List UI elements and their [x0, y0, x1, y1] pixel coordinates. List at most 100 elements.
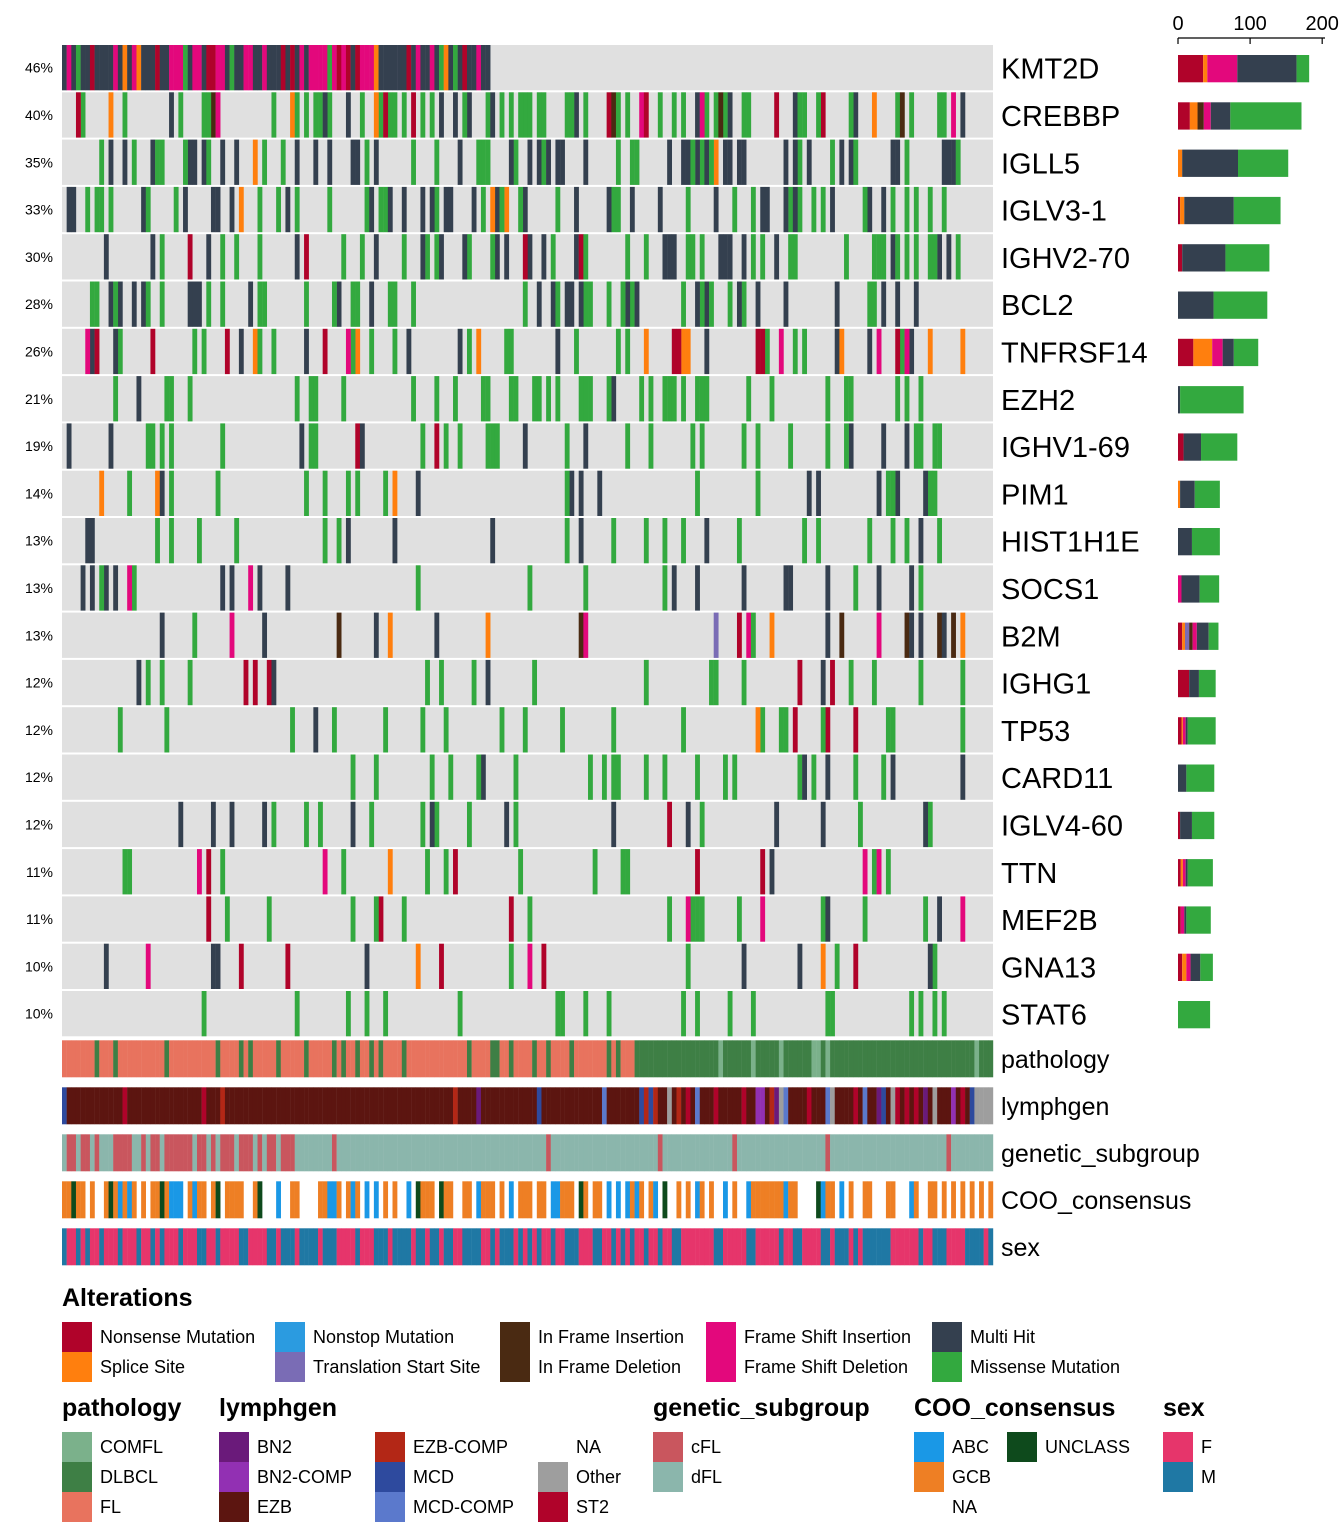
count-bar-segment — [1181, 575, 1200, 603]
mutation-cell — [527, 896, 533, 942]
annotation-cell — [206, 1040, 212, 1078]
mutation-cell — [713, 92, 719, 138]
annotation-cell — [173, 1040, 179, 1078]
mutation-cell — [169, 92, 174, 138]
annotation-cell — [229, 1040, 235, 1078]
mutation-cell — [532, 659, 538, 706]
mutation-cell — [304, 470, 309, 516]
annotation-cell — [848, 1228, 854, 1266]
mutation-cell — [66, 45, 72, 91]
annotation-cell — [802, 1087, 807, 1125]
mutation-cell — [434, 376, 440, 422]
count-bar-segment — [1237, 55, 1297, 83]
annotation-cell — [192, 1228, 198, 1266]
mutation-cell — [648, 376, 654, 422]
annotation-cell — [122, 1181, 128, 1219]
mutation-cell — [718, 92, 724, 138]
legend-swatch — [1007, 1432, 1037, 1462]
annotation-cell — [578, 1228, 584, 1266]
annotation-cell — [629, 1228, 635, 1266]
legend-label: NA — [952, 1496, 978, 1517]
annotation-cell — [150, 1134, 156, 1172]
annotation-cell — [927, 1228, 933, 1266]
annotation-cell — [457, 1228, 463, 1266]
mutation-cell — [210, 943, 216, 989]
mutation-cell — [555, 281, 561, 327]
annotation-cell — [494, 1087, 500, 1125]
annotation-cell — [108, 1040, 114, 1078]
mutation-cell — [485, 92, 491, 138]
count-bar-segment — [1193, 338, 1213, 367]
annotation-cell — [62, 1228, 67, 1266]
annotation-cell — [858, 1228, 863, 1266]
mutation-cell — [304, 45, 309, 91]
annotation-cell — [131, 1134, 137, 1172]
annotation-cell — [983, 1040, 989, 1078]
annotation-cell — [657, 1087, 663, 1125]
annotation-cell — [951, 1087, 956, 1125]
annotation-cell — [304, 1087, 309, 1125]
mutation-cell — [294, 45, 300, 91]
annotation-cell — [667, 1228, 673, 1266]
legend-label: BN2-COMP — [257, 1466, 353, 1487]
annotation-cell — [383, 1087, 389, 1125]
annotation-cell — [643, 1040, 649, 1078]
mutation-cell — [271, 659, 277, 706]
annotation-cell — [490, 1087, 496, 1125]
annotation-cell — [709, 1040, 714, 1078]
annotation-cell — [983, 1228, 989, 1266]
mutation-cell — [508, 943, 514, 989]
mutation-cell — [178, 801, 184, 848]
mutation-cell — [755, 423, 761, 469]
mutation-cell — [164, 707, 170, 753]
mutation-cell — [420, 707, 426, 753]
mutation-cell — [117, 707, 123, 753]
annotation-cell — [439, 1087, 444, 1125]
mutation-cell — [685, 943, 691, 989]
mutation-cell — [867, 186, 873, 233]
mutation-cell — [113, 45, 119, 91]
mutation-cell — [960, 92, 966, 138]
annotation-cell — [117, 1040, 123, 1078]
mutation-cell — [681, 281, 686, 327]
mutation-cell — [159, 423, 165, 469]
annotation-cell — [494, 1134, 500, 1172]
mutation-cell — [657, 186, 663, 233]
mutation-cell — [713, 139, 719, 185]
mutation-cell — [304, 234, 309, 280]
mutation-cell — [522, 423, 528, 469]
mutation-cell — [937, 92, 942, 138]
mutation-cell — [131, 45, 137, 91]
annotation-cell — [169, 1181, 174, 1219]
annotation-cell — [522, 1040, 528, 1078]
mutation-cell — [341, 45, 347, 91]
annotation-cell — [974, 1087, 980, 1125]
mutation-cell — [816, 470, 821, 516]
annotation-cell — [718, 1040, 724, 1078]
mutation-cell — [820, 896, 826, 942]
count-bar-segment — [1194, 480, 1220, 508]
annotation-cell — [66, 1040, 72, 1078]
annotation-cell — [336, 1228, 342, 1266]
annotation-cell — [355, 1134, 361, 1172]
count-bar-segment — [1182, 622, 1185, 650]
alterations-legend-title: Alterations — [62, 1284, 193, 1312]
annotation-cell — [937, 1134, 942, 1172]
annotation-cell — [732, 1228, 738, 1266]
heatmap-row-bg — [62, 754, 993, 800]
annotation-cell — [453, 1087, 458, 1125]
annotation-cell — [234, 1228, 240, 1266]
mutation-cell — [164, 45, 170, 91]
annotation-cell — [173, 1228, 179, 1266]
mutation-cell — [206, 92, 212, 138]
mutation-cell — [490, 423, 496, 469]
annotation-cell — [341, 1087, 347, 1125]
annotation-cell — [867, 1087, 873, 1125]
annotation-cell — [89, 1181, 95, 1219]
annotation-cell — [979, 1181, 984, 1219]
mutation-cell — [788, 565, 794, 611]
heatmap-row-bg — [62, 518, 993, 564]
mutation-cell — [108, 139, 114, 185]
mutation-cell — [709, 659, 714, 706]
